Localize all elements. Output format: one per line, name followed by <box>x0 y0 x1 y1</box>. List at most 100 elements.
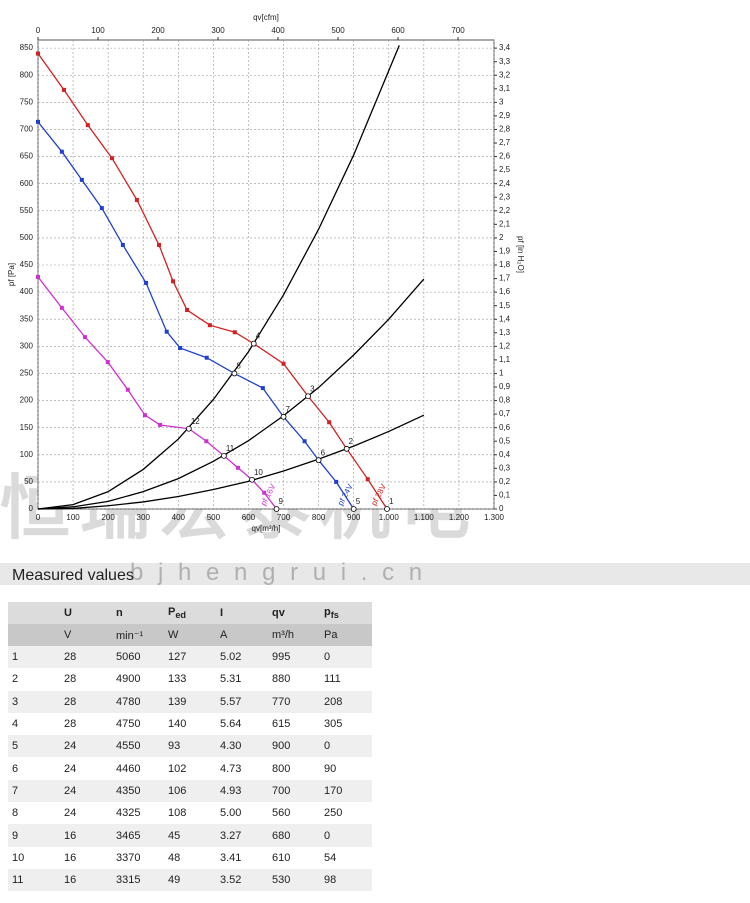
y2-tick-label: 3,1 <box>499 84 511 93</box>
y2-axis-label: pf [in H₂O] <box>516 236 525 273</box>
table-cell: 102 <box>168 762 187 775</box>
y-tick-label: 150 <box>20 423 34 432</box>
x-tick-label: 500 <box>207 513 221 522</box>
y2-tick-label: 2,8 <box>499 125 511 134</box>
data-row: 1 28 5060 127 5.02 995 0 <box>8 646 372 669</box>
table-cell: 5.57 <box>216 690 268 713</box>
y-tick-label: 750 <box>20 97 34 106</box>
data-row: 11 16 3315 49 3.52 530 98 <box>8 868 372 892</box>
x2-tick-label: 600 <box>391 26 405 35</box>
y-tick-label: 700 <box>20 125 34 134</box>
unit-cell: min⁻¹ <box>112 624 164 646</box>
x2-tick-label: 200 <box>151 26 165 35</box>
table-cell: 3.52 <box>216 868 268 892</box>
table-cell: 8 <box>12 807 19 820</box>
series-marker <box>99 206 104 211</box>
table-cell: 24 <box>64 762 77 775</box>
table-cell: 28 <box>64 673 77 686</box>
operating-point-label: 10 <box>254 468 263 477</box>
operating-point-label: 5 <box>356 497 361 506</box>
series-marker <box>365 477 370 482</box>
table-cell: 4 <box>12 718 19 731</box>
x-tick-label: 1.300 <box>484 513 505 522</box>
series-marker <box>178 345 183 350</box>
x-tick-label: 900 <box>347 513 361 522</box>
x-axis-label: qv[m³/h] <box>252 524 281 533</box>
x-tick-label: 700 <box>277 513 291 522</box>
x2-tick-label: 100 <box>91 26 105 35</box>
x-tick-label: 800 <box>312 513 326 522</box>
y2-tick-label: 2,5 <box>499 165 511 174</box>
x2-axis-label: qv[cfm] <box>253 13 279 22</box>
table-cell: 0 <box>320 735 372 758</box>
operating-point <box>249 476 255 483</box>
y-tick-label: 0 <box>29 504 34 513</box>
unit-cell: Pa <box>320 624 372 646</box>
y-tick-label: 400 <box>20 287 34 296</box>
y2-tick-label: 3,4 <box>499 43 511 52</box>
table-cell: 24 <box>60 735 112 758</box>
table-cell: 24 <box>64 807 77 820</box>
y2-tick-label: 1,8 <box>499 260 511 269</box>
series-marker <box>79 177 84 182</box>
table-cell: 11 <box>8 868 60 892</box>
unit-cell <box>8 624 60 646</box>
table-cell: 5.00 <box>220 807 242 820</box>
table-cell: 16 <box>60 868 112 892</box>
y-tick-label: 450 <box>20 260 34 269</box>
header-cell: pfs <box>320 602 372 624</box>
table-cell: 24 <box>60 779 112 803</box>
data-row: 6 24 4460 102 4.73 800 90 <box>8 757 372 779</box>
series-marker <box>235 465 240 470</box>
table-cell: 4550 <box>112 735 164 758</box>
y-tick-label: 850 <box>20 43 34 52</box>
watermark-band: b j h e n g r u i . c n <box>0 559 750 586</box>
header-text: p <box>324 605 331 618</box>
series-marker <box>36 51 40 56</box>
table-cell: 4350 <box>112 779 164 803</box>
y-tick-label: 50 <box>24 477 33 486</box>
y2-tick-label: 1,4 <box>499 314 511 323</box>
table-cell: 0 <box>320 824 372 847</box>
series-line <box>37 278 425 510</box>
y2-tick-label: 1,2 <box>499 341 511 350</box>
x-tick-label: 100 <box>66 513 80 522</box>
series-marker <box>334 479 339 484</box>
table-cell: 28 <box>64 718 77 731</box>
series-marker <box>158 422 163 427</box>
table-cell: 305 <box>324 718 343 731</box>
series-marker <box>142 413 147 418</box>
operating-point-label: 11 <box>226 444 235 453</box>
table-cell: 140 <box>168 718 187 731</box>
operating-point <box>273 506 280 512</box>
y2-tick-label: 1,3 <box>499 328 511 337</box>
y-tick-label: 650 <box>20 152 34 161</box>
y2-tick-label: 3,2 <box>499 70 511 79</box>
operating-point-label: 4 <box>256 332 261 341</box>
table-cell: 4900 <box>116 673 141 686</box>
operating-point-label: 2 <box>349 437 354 446</box>
series-marker <box>144 280 149 285</box>
y2-tick-label: 1,5 <box>499 301 511 310</box>
table-cell: 770 <box>268 690 320 713</box>
x-tick-label: 1.200 <box>449 513 470 522</box>
series-marker <box>125 387 130 392</box>
table-cell: 995 <box>268 646 320 669</box>
table-cell: 5 <box>8 735 60 758</box>
x2-tick-label: 700 <box>451 26 465 35</box>
series-marker <box>157 242 162 247</box>
y-tick-label: 100 <box>20 450 34 459</box>
table-cell: 4.30 <box>216 735 268 758</box>
y2-tick-label: 0,9 <box>499 382 511 391</box>
table-cell: 5.31 <box>220 673 242 686</box>
table-cell: 4.93 <box>216 779 268 803</box>
y-tick-label: 250 <box>20 369 34 378</box>
y2-tick-label: 0,4 <box>499 450 511 459</box>
table-cell: 106 <box>164 779 216 803</box>
unit-cell: W <box>164 624 216 646</box>
series-marker <box>171 279 176 284</box>
operating-point-label: 6 <box>321 448 326 457</box>
series-marker <box>134 197 139 202</box>
